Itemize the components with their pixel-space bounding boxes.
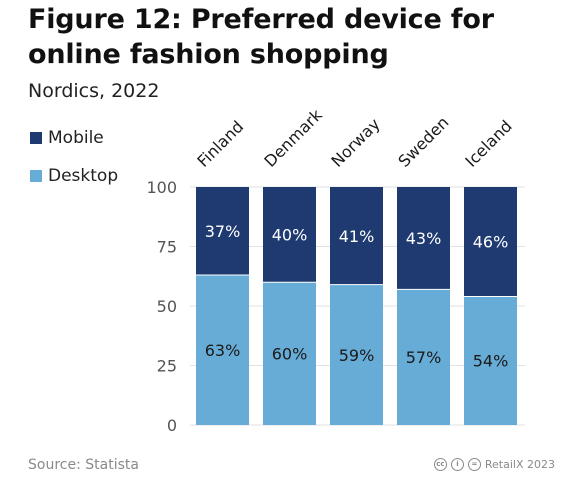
- legend: Mobile Desktop: [30, 128, 118, 204]
- credit: cc i = RetailX 2023: [433, 458, 555, 471]
- no-derivatives-icon: =: [467, 458, 481, 471]
- data-label-mobile: 37%: [205, 222, 241, 241]
- y-tick-label: 25: [157, 357, 177, 376]
- y-tick-label: 50: [157, 297, 177, 316]
- y-tick-label: 75: [157, 238, 177, 257]
- bar-mobile-denmark: [263, 187, 316, 283]
- bar-mobile-norway: [330, 187, 383, 285]
- x-category-label: Iceland: [461, 116, 515, 170]
- chart-subtitle: Nordics, 2022: [28, 80, 160, 102]
- legend-label-desktop: Desktop: [48, 166, 119, 186]
- creative-commons-icon: cc: [433, 458, 447, 471]
- legend-label-mobile: Mobile: [48, 128, 104, 148]
- data-label-mobile: 41%: [339, 227, 375, 246]
- bar-desktop-norway: [330, 284, 383, 425]
- x-category-label: Denmark: [260, 105, 326, 171]
- bar-desktop-iceland: [464, 296, 517, 425]
- bar-desktop-finland: [196, 275, 249, 425]
- legend-item-mobile: Mobile: [30, 128, 118, 148]
- y-tick-label: 100: [146, 178, 177, 197]
- x-category-label: Finland: [193, 117, 247, 171]
- data-label-desktop: 60%: [272, 345, 308, 364]
- source-note: Source: Statista: [28, 457, 139, 473]
- data-label-desktop: 63%: [205, 341, 241, 360]
- data-label-desktop: 59%: [339, 346, 375, 365]
- chart-title: Figure 12: Preferred device for online f…: [28, 4, 494, 70]
- bar-desktop-sweden: [397, 289, 450, 425]
- legend-swatch-mobile: [30, 132, 42, 144]
- legend-item-desktop: Desktop: [30, 166, 118, 186]
- x-category-label: Sweden: [394, 113, 452, 171]
- bar-mobile-sweden: [397, 187, 450, 290]
- data-label-mobile: 40%: [272, 226, 308, 245]
- credit-text: RetailX 2023: [484, 458, 555, 471]
- data-label-desktop: 57%: [406, 348, 442, 367]
- data-label-desktop: 54%: [473, 352, 509, 371]
- bar-mobile-iceland: [464, 187, 517, 297]
- data-label-mobile: 46%: [473, 233, 509, 252]
- bar-mobile-finland: [196, 187, 249, 276]
- attribution-icon: i: [450, 458, 464, 471]
- bar-desktop-denmark: [263, 282, 316, 425]
- y-tick-label: 0: [167, 416, 177, 435]
- data-label-mobile: 43%: [406, 229, 442, 248]
- legend-swatch-desktop: [30, 170, 42, 182]
- x-category-label: Norway: [327, 114, 383, 170]
